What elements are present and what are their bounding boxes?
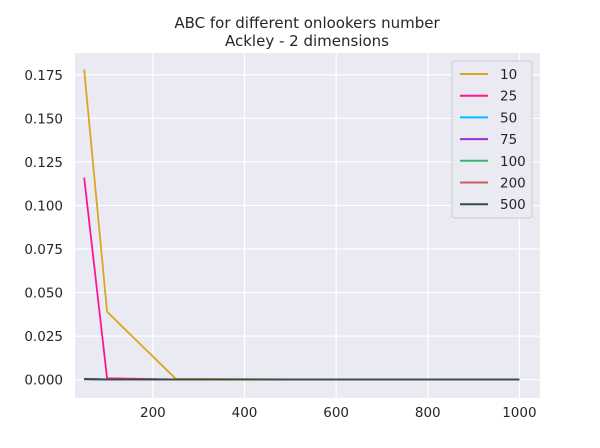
y-tick-label: 0.075 [24, 242, 63, 258]
chart-subtitle: Ackley - 2 dimensions [225, 32, 389, 50]
y-tick-label: 0.050 [24, 286, 63, 302]
x-tick-label: 600 [323, 405, 349, 421]
x-tick-label: 800 [415, 405, 441, 421]
legend-label-75: 75 [500, 132, 517, 148]
series-lines [83, 69, 520, 381]
legend-box [451, 60, 533, 219]
x-tick-label: 1000 [502, 405, 536, 421]
legend-label-200: 200 [500, 176, 526, 192]
x-tick-label: 200 [140, 405, 166, 421]
y-tick-labels: 0.000 0.025 0.050 0.075 0.100 0.125 0.150 0.175 [24, 68, 63, 389]
x-tick-labels: 200 400 600 800 1000 [140, 405, 537, 421]
y-tick-label: 0.000 [24, 373, 63, 389]
y-tick-label: 0.100 [24, 198, 63, 214]
legend-label-25: 25 [500, 89, 517, 105]
legend-label-500: 500 [500, 197, 526, 213]
y-tick-label: 0.175 [24, 68, 63, 84]
x-tick-label: 400 [232, 405, 258, 421]
y-tick-label: 0.150 [24, 111, 63, 127]
legend-label-50: 50 [500, 110, 517, 126]
x-gridlines [152, 53, 520, 398]
y-tick-label: 0.025 [24, 329, 63, 345]
legend: 10 25 50 75 100 200 500 [451, 60, 533, 219]
legend-label-100: 100 [500, 154, 526, 170]
legend-label-10: 10 [500, 67, 517, 83]
chart-title: ABC for different onlookers number [174, 14, 440, 32]
y-tick-label: 0.125 [24, 155, 63, 171]
